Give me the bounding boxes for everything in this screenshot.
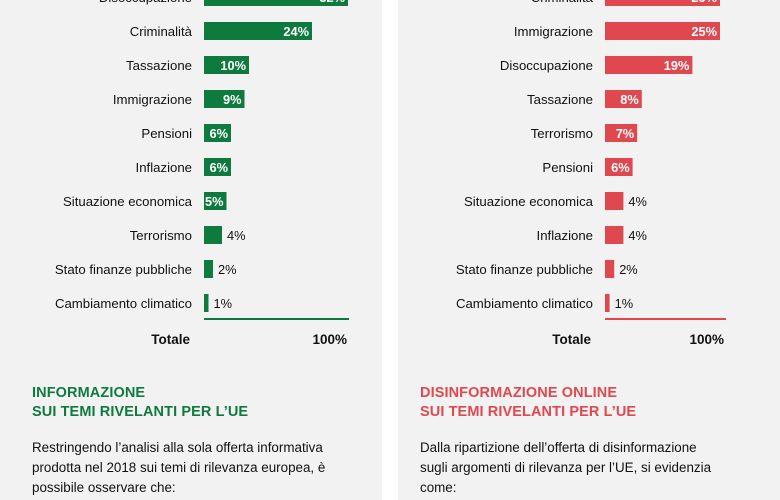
category-label: Situazione economica [464,194,594,209]
category-label: Pensioni [542,160,593,175]
right-body-line: come: [420,480,457,495]
value-label: 1% [214,296,233,311]
bar [605,260,615,278]
bar [605,158,633,176]
right-panel: Criminalità 25% Immigrazione 25% Disoccupazi… [398,0,780,500]
right-section: DISINFORMAZIONE ONLINE SUI TEMI RIVELANT… [420,384,760,498]
bar [605,226,624,244]
value-label: 2% [619,262,638,277]
value-label: 25% [691,24,717,39]
value-label: 8% [620,92,639,107]
bar [605,22,720,40]
value-label: 32% [319,0,345,5]
left-section-title: INFORMAZIONE SUI TEMI RIVELANTI PER L’UE [32,384,372,422]
bar [605,90,642,108]
bar [204,90,245,108]
left-section: INFORMAZIONE SUI TEMI RIVELANTI PER L’UE… [32,384,372,498]
category-label: Stato finanze pubbliche [456,262,593,277]
category-label: Situazione economica [63,194,193,209]
category-label: Stato finanze pubbliche [55,262,192,277]
left-title-line1: INFORMAZIONE [32,385,146,401]
right-title-line1: DISINFORMAZIONE ONLINE [420,385,618,401]
right-section-body: Dalla ripartizione dell’offerta di disin… [420,438,760,498]
value-label: 2% [218,262,237,277]
category-label: Pensioni [141,126,192,141]
bar [204,260,213,278]
category-label: Criminalità [130,24,193,39]
total-value: 100% [689,332,724,347]
bar [605,294,610,312]
bar [204,124,231,142]
value-label: 6% [210,160,229,175]
topics-information-chart: Disoccupazione 32% Criminalità 24% Tassazion… [55,0,349,347]
value-label: 4% [227,228,246,243]
topics-disinformation-chart: Criminalità 25% Immigrazione 25% Disoccupazi… [456,0,726,347]
total-label: Totale [151,332,190,347]
category-label: Immigrazione [514,24,593,39]
bar [605,0,720,6]
left-panel: Disoccupazione 32% Criminalità 24% Tassazion… [0,0,382,500]
right-body-line: Dalla ripartizione dell’offerta di disin… [420,440,697,455]
right-section-title: DISINFORMAZIONE ONLINE SUI TEMI RIVELANT… [420,384,760,422]
category-label: Tassazione [527,92,593,107]
category-label: Tassazione [126,58,192,73]
value-label: 4% [628,228,647,243]
bar [204,294,209,312]
category-label: Criminalità [531,0,594,5]
category-label: Terrorismo [531,126,593,141]
bar [605,192,624,210]
category-label: Disoccupazione [99,0,192,5]
category-label: Terrorismo [130,228,192,243]
bar [204,226,222,244]
value-label: 7% [616,126,635,141]
value-label: 24% [283,24,309,39]
value-label: 1% [615,296,634,311]
value-label: 5% [205,194,224,209]
bar [204,192,227,210]
value-label: 6% [210,126,229,141]
bar [605,124,638,142]
value-label: 4% [628,194,647,209]
bar [204,22,312,40]
category-label: Inflazione [136,160,192,175]
category-label: Cambiamento climatico [456,296,593,311]
category-label: Disoccupazione [500,58,593,73]
value-label: 6% [611,160,630,175]
left-body-line: possibile osservare che: [32,480,176,495]
category-label: Immigrazione [113,92,192,107]
bar [204,0,348,6]
right-title-line2: SUI TEMI RIVELANTI PER L’UE [420,404,637,420]
left-section-body: Restringendo l’analisi alla sola offerta… [32,438,372,498]
left-title-line2: SUI TEMI RIVELANTI PER L’UE [32,404,249,420]
value-label: 19% [664,58,690,73]
left-body-line: Restringendo l’analisi alla sola offerta… [32,440,323,455]
total-value: 100% [312,332,347,347]
right-body-line: sugli argomenti di rilevanza per l’UE, s… [420,460,712,475]
bar [605,56,693,74]
bar [204,56,249,74]
value-label: 25% [691,0,717,5]
bar [204,158,231,176]
value-label: 10% [220,58,246,73]
category-label: Inflazione [537,228,593,243]
category-label: Cambiamento climatico [55,296,192,311]
left-body-line: prodotta nel 2018 sui temi di rilevanza … [32,460,326,475]
value-label: 9% [223,92,242,107]
total-label: Totale [552,332,591,347]
